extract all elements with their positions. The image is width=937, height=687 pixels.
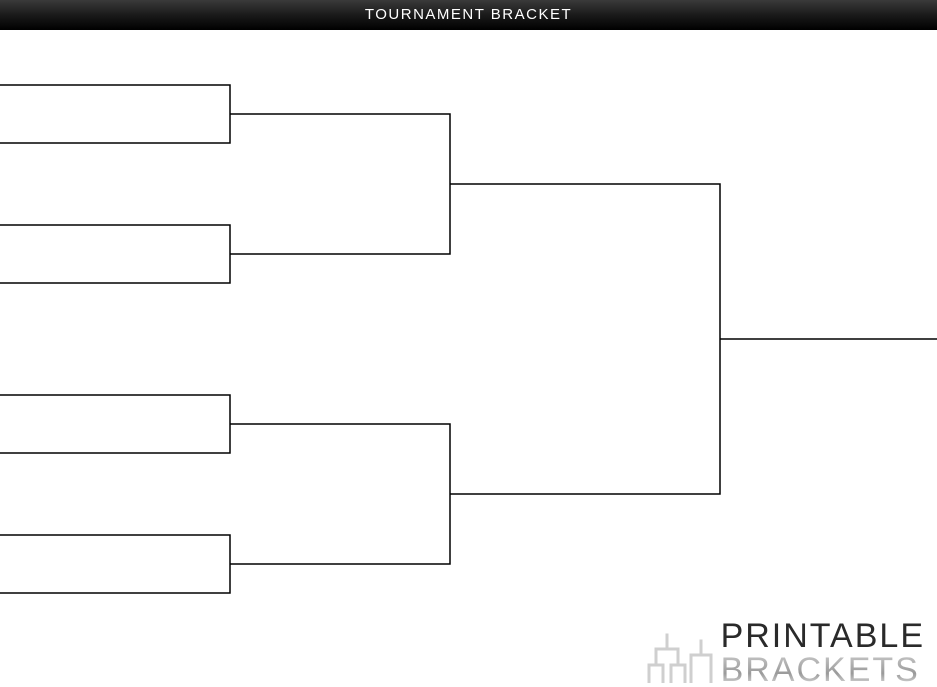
connector-r1-bottom [230,424,450,564]
slot-r1-2 [0,225,230,283]
page-header: TOURNAMENT BRACKET [0,0,937,30]
logo-line2: BRACKETS [721,653,925,687]
slot-r1-1 [0,85,230,143]
logo-line1: PRINTABLE [721,619,925,653]
connector-r1-top [230,114,450,254]
logo: PRINTABLE BRACKETS [721,619,925,687]
slot-r1-4 [0,535,230,593]
slot-r1-3 [0,395,230,453]
bracket-diagram [0,30,937,687]
logo-bracket-icon [645,621,717,683]
connector-r2 [450,184,720,494]
page-title: TOURNAMENT BRACKET [365,6,572,23]
